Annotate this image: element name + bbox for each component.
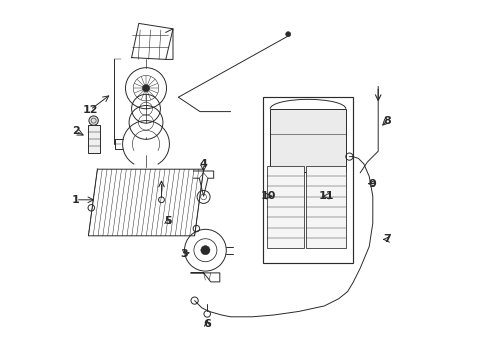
Bar [306,166,346,248]
Text: 1: 1 [72,195,80,205]
Text: 7: 7 [383,234,391,244]
Text: 2: 2 [72,126,80,136]
Bar [270,109,346,172]
Circle shape [201,246,210,255]
Bar [263,97,353,263]
Text: 3: 3 [180,249,188,259]
Circle shape [286,32,291,37]
Text: 4: 4 [199,159,208,169]
Text: 11: 11 [318,191,334,201]
Text: 8: 8 [383,116,391,126]
Text: 9: 9 [369,179,377,189]
Bar [267,166,304,248]
Circle shape [89,116,98,125]
Text: 10: 10 [261,191,276,201]
Bar [88,125,99,153]
Text: 12: 12 [82,105,98,115]
Text: 5: 5 [164,216,171,226]
Text: 6: 6 [203,319,211,329]
Circle shape [142,85,149,92]
